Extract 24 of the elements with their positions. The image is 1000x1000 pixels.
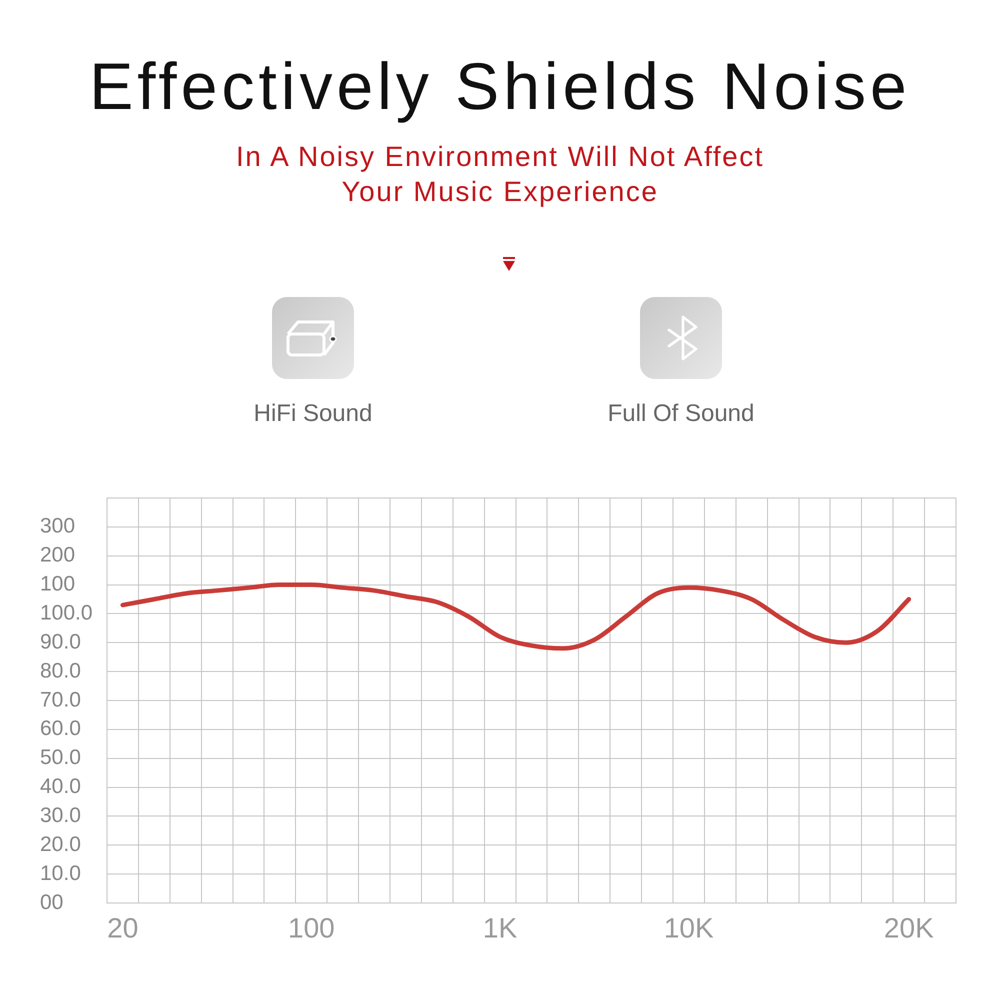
y-tick-label: 20.0 bbox=[40, 832, 81, 856]
x-tick-label: 20 bbox=[107, 912, 138, 944]
y-tick-label: 00 bbox=[40, 890, 64, 914]
y-tick-label: 10.0 bbox=[40, 862, 81, 885]
y-tick-label: 90.0 bbox=[40, 630, 81, 654]
y-tick-label: 50.0 bbox=[40, 746, 81, 770]
x-tick-label: 10K bbox=[664, 912, 714, 944]
text: HiFi Sound bbox=[252, 399, 374, 429]
line-series bbox=[120, 582, 912, 651]
x-tick-label: 100 bbox=[288, 912, 335, 944]
y2-tick-label: 200 bbox=[40, 544, 76, 567]
chart-subtitle: In A Noisy Environment Will Not Affect Your Music Experience bbox=[234, 140, 765, 209]
y2-tick-label: 100 bbox=[40, 572, 76, 596]
y-tick-label: 70.0 bbox=[40, 688, 81, 712]
y-tick-label: 40.0 bbox=[40, 775, 81, 798]
y-tick-label: 100.0 bbox=[40, 602, 93, 625]
x-tick-label: 20K bbox=[884, 912, 934, 944]
x-tick-label: 1K bbox=[482, 912, 518, 944]
y2-tick-label: 300 bbox=[40, 514, 76, 538]
text: Full Of Sound bbox=[606, 399, 756, 429]
y-tick-label: 30.0 bbox=[40, 804, 81, 828]
chart-title: Effectively Shields Noise bbox=[88, 48, 912, 125]
y-tick-label: 60.0 bbox=[40, 717, 81, 740]
y-tick-label: 80.0 bbox=[40, 659, 81, 682]
